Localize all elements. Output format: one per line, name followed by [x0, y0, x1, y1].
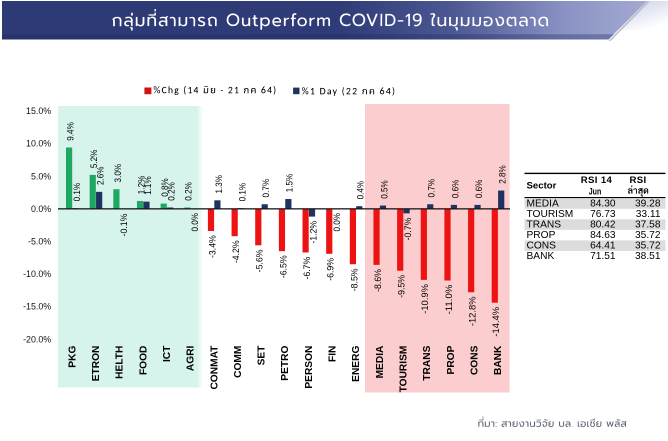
svg-text:-5.6%: -5.6%	[255, 250, 265, 273]
svg-text:MEDIA: MEDIA	[527, 198, 559, 209]
svg-text:-4.2%: -4.2%	[231, 240, 241, 263]
svg-text:84.30: 84.30	[590, 198, 616, 209]
svg-text:HELTH: HELTH	[115, 346, 126, 379]
svg-text:FIN: FIN	[328, 346, 339, 362]
svg-text:-6.9%: -6.9%	[326, 258, 336, 281]
svg-text:84.63: 84.63	[590, 230, 616, 241]
svg-text:71.51: 71.51	[590, 251, 616, 262]
svg-text:0.6%: 0.6%	[450, 180, 460, 199]
svg-text:CONMAT: CONMAT	[209, 345, 220, 390]
svg-text:-5.0%: -5.0%	[28, 237, 51, 247]
svg-text:AGRI: AGRI	[186, 345, 197, 371]
svg-text:80.42: 80.42	[590, 220, 616, 231]
svg-text:33.11: 33.11	[636, 209, 661, 220]
svg-text:3.0%: 3.0%	[113, 164, 123, 183]
svg-text:0.7%: 0.7%	[261, 179, 271, 198]
svg-text:1.2%: 1.2%	[136, 176, 146, 195]
svg-text:0.1%: 0.1%	[72, 183, 82, 202]
svg-text:BANK: BANK	[493, 345, 504, 375]
svg-text:-0.1%: -0.1%	[119, 214, 129, 237]
svg-text:15.0%: 15.0%	[26, 106, 51, 116]
svg-text:Sector: Sector	[527, 181, 557, 192]
svg-text:-12.8%: -12.8%	[468, 296, 478, 326]
svg-text:0.8%: 0.8%	[160, 178, 170, 197]
svg-text:TRANS: TRANS	[527, 220, 562, 231]
svg-text:-14.4%: -14.4%	[491, 307, 501, 337]
svg-text:PROP: PROP	[527, 230, 556, 241]
svg-text:-1.2%: -1.2%	[308, 221, 318, 244]
svg-text:0.0%: 0.0%	[190, 213, 200, 232]
svg-text:-20.0%: -20.0%	[23, 334, 51, 344]
svg-text:SET: SET	[257, 345, 268, 366]
svg-text:-10.9%: -10.9%	[420, 284, 430, 314]
svg-text:-0.7%: -0.7%	[403, 218, 413, 241]
svg-text:ENERG: ENERG	[351, 346, 362, 382]
svg-text:COMM: COMM	[233, 346, 244, 378]
svg-text:PERSON: PERSON	[304, 346, 315, 389]
svg-text:0.4%: 0.4%	[356, 181, 366, 200]
svg-text:35.72: 35.72	[635, 230, 661, 241]
svg-text:0.2%: 0.2%	[184, 182, 194, 201]
svg-text:PROP: PROP	[446, 345, 457, 374]
svg-text:1.1%: 1.1%	[143, 176, 153, 195]
svg-text:38.51: 38.51	[635, 251, 661, 262]
svg-text:37.58: 37.58	[635, 220, 661, 231]
svg-text:1.3%: 1.3%	[214, 175, 224, 194]
svg-text:CONS: CONS	[469, 345, 480, 375]
svg-text:-3.4%: -3.4%	[207, 235, 217, 258]
svg-text:CONS: CONS	[527, 241, 557, 252]
svg-text:TOURISM: TOURISM	[527, 209, 574, 220]
svg-text:PETRO: PETRO	[280, 346, 291, 381]
svg-text:ETRON: ETRON	[91, 346, 102, 382]
svg-text:-15.0%: -15.0%	[23, 302, 51, 312]
svg-text:0.5%: 0.5%	[379, 180, 389, 199]
svg-text:2.6%: 2.6%	[96, 167, 106, 186]
svg-text:0.6%: 0.6%	[474, 180, 484, 199]
svg-text:FOOD: FOOD	[138, 346, 149, 375]
svg-text:0.0%: 0.0%	[31, 204, 51, 214]
svg-text:RSI: RSI	[629, 175, 646, 186]
svg-text:35.72: 35.72	[635, 241, 661, 252]
svg-text:-9.5%: -9.5%	[397, 275, 407, 298]
svg-text:PKG: PKG	[67, 346, 78, 368]
svg-text:-8.5%: -8.5%	[349, 268, 359, 291]
svg-text:5.0%: 5.0%	[31, 171, 51, 181]
svg-text:-10.0%: -10.0%	[23, 269, 51, 279]
svg-text:0.2%: 0.2%	[167, 182, 177, 201]
svg-text:-8.6%: -8.6%	[373, 269, 383, 292]
svg-text:0.7%: 0.7%	[427, 179, 437, 198]
svg-text:1.5%: 1.5%	[285, 174, 295, 193]
svg-text:TOURISM: TOURISM	[399, 346, 410, 393]
svg-text:-11.0%: -11.0%	[444, 285, 454, 315]
svg-text:BANK: BANK	[527, 251, 555, 262]
svg-text:0.0%: 0.0%	[332, 213, 342, 232]
svg-text:9.4%: 9.4%	[66, 122, 76, 141]
svg-text:-6.5%: -6.5%	[278, 255, 288, 278]
svg-text:-6.7%: -6.7%	[302, 257, 312, 280]
svg-text:0.1%: 0.1%	[237, 183, 247, 202]
svg-text:64.41: 64.41	[590, 241, 616, 252]
svg-text:TRANS: TRANS	[422, 345, 433, 380]
svg-text:10.0%: 10.0%	[26, 139, 51, 149]
svg-text:76.73: 76.73	[590, 209, 616, 220]
svg-text:Jun: Jun	[589, 186, 602, 197]
svg-text:RSI 14: RSI 14	[581, 175, 613, 186]
svg-text:MEDIA: MEDIA	[375, 345, 386, 378]
svg-text:2.8%: 2.8%	[498, 165, 508, 183]
svg-text:ICT: ICT	[162, 345, 173, 362]
svg-text:5.2%: 5.2%	[89, 150, 99, 169]
svg-text:39.28: 39.28	[635, 198, 661, 209]
